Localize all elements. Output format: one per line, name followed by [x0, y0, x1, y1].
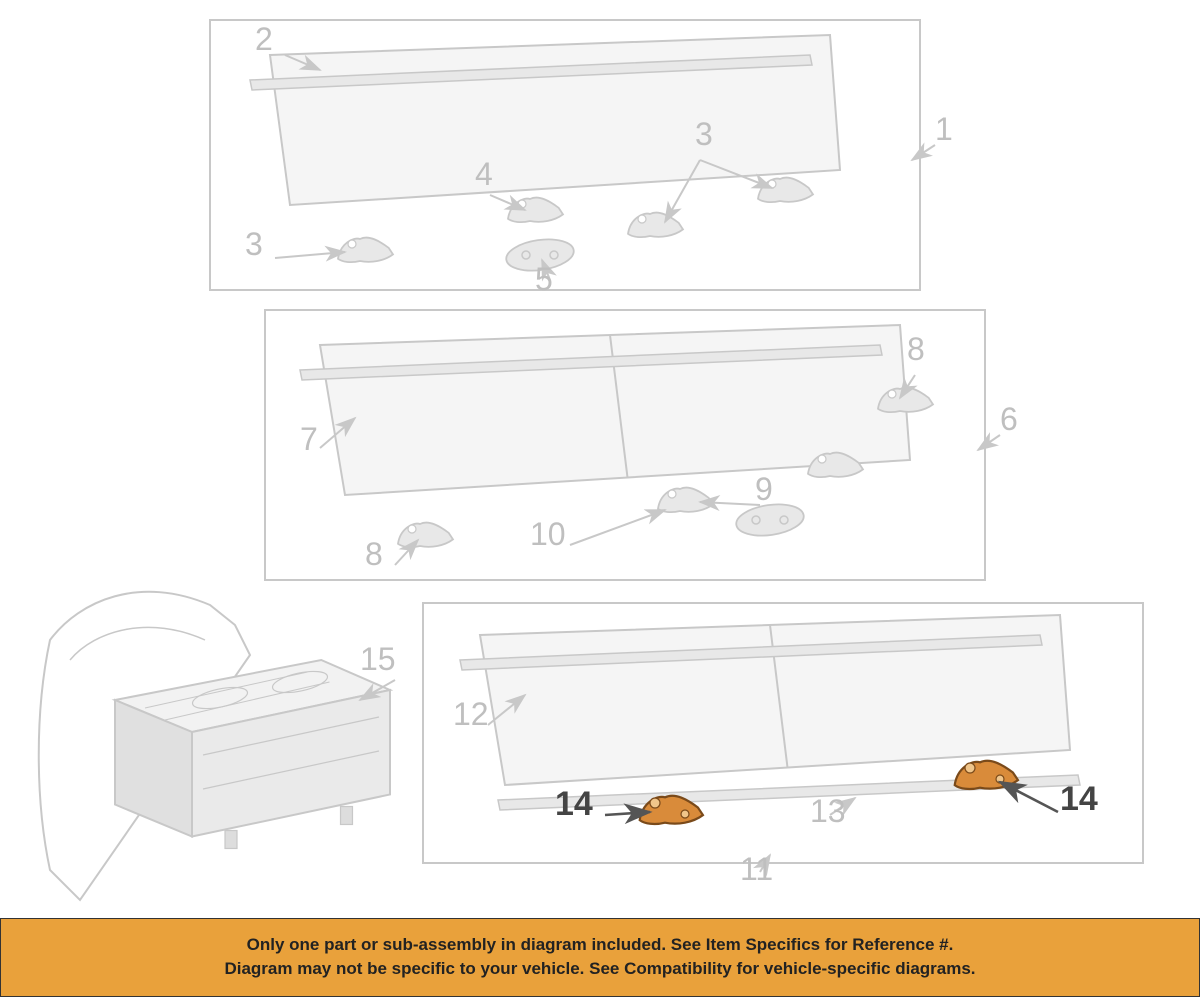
callout-label-15: 15 [360, 641, 396, 677]
callout-label-3: 3 [245, 226, 263, 262]
disclaimer-line-1: Only one part or sub-assembly in diagram… [19, 933, 1181, 958]
callout-label-10: 10 [530, 516, 566, 552]
callout-label-12: 12 [453, 696, 489, 732]
callout-label-9: 9 [755, 471, 773, 507]
callout-label-5: 5 [535, 261, 553, 297]
callout-label-3: 3 [695, 116, 713, 152]
leader-line [912, 145, 935, 160]
callout-label-8: 8 [907, 331, 925, 367]
latch-bracket [398, 523, 453, 548]
latch-bracket [658, 488, 713, 513]
latch-bracket [758, 178, 813, 203]
leader-line [978, 435, 1000, 450]
disclaimer-banner: Only one part or sub-assembly in diagram… [0, 918, 1200, 997]
callout-label-6: 6 [1000, 401, 1018, 437]
latch-bracket [628, 213, 683, 238]
leader-line [570, 510, 665, 545]
callout-label-14: 14 [555, 785, 593, 823]
latch-bracket [508, 198, 563, 223]
parts-diagram: 1233456788910111213141415 [0, 0, 1200, 920]
callout-label-4: 4 [475, 156, 493, 192]
callout-label-7: 7 [300, 421, 318, 457]
diagram-svg: 1233456788910111213141415 [0, 0, 1200, 920]
callout-label-8: 8 [365, 536, 383, 572]
latch-bracket [338, 238, 393, 263]
disclaimer-line-2: Diagram may not be specific to your vehi… [19, 957, 1181, 982]
callout-label-1: 1 [935, 111, 953, 147]
callout-label-13: 13 [810, 793, 846, 829]
callout-label-14: 14 [1060, 780, 1098, 818]
callout-label-11: 11 [740, 851, 773, 887]
callout-label-2: 2 [255, 21, 273, 57]
leader-line [275, 252, 345, 258]
latch-bracket-highlighted [955, 761, 1018, 789]
